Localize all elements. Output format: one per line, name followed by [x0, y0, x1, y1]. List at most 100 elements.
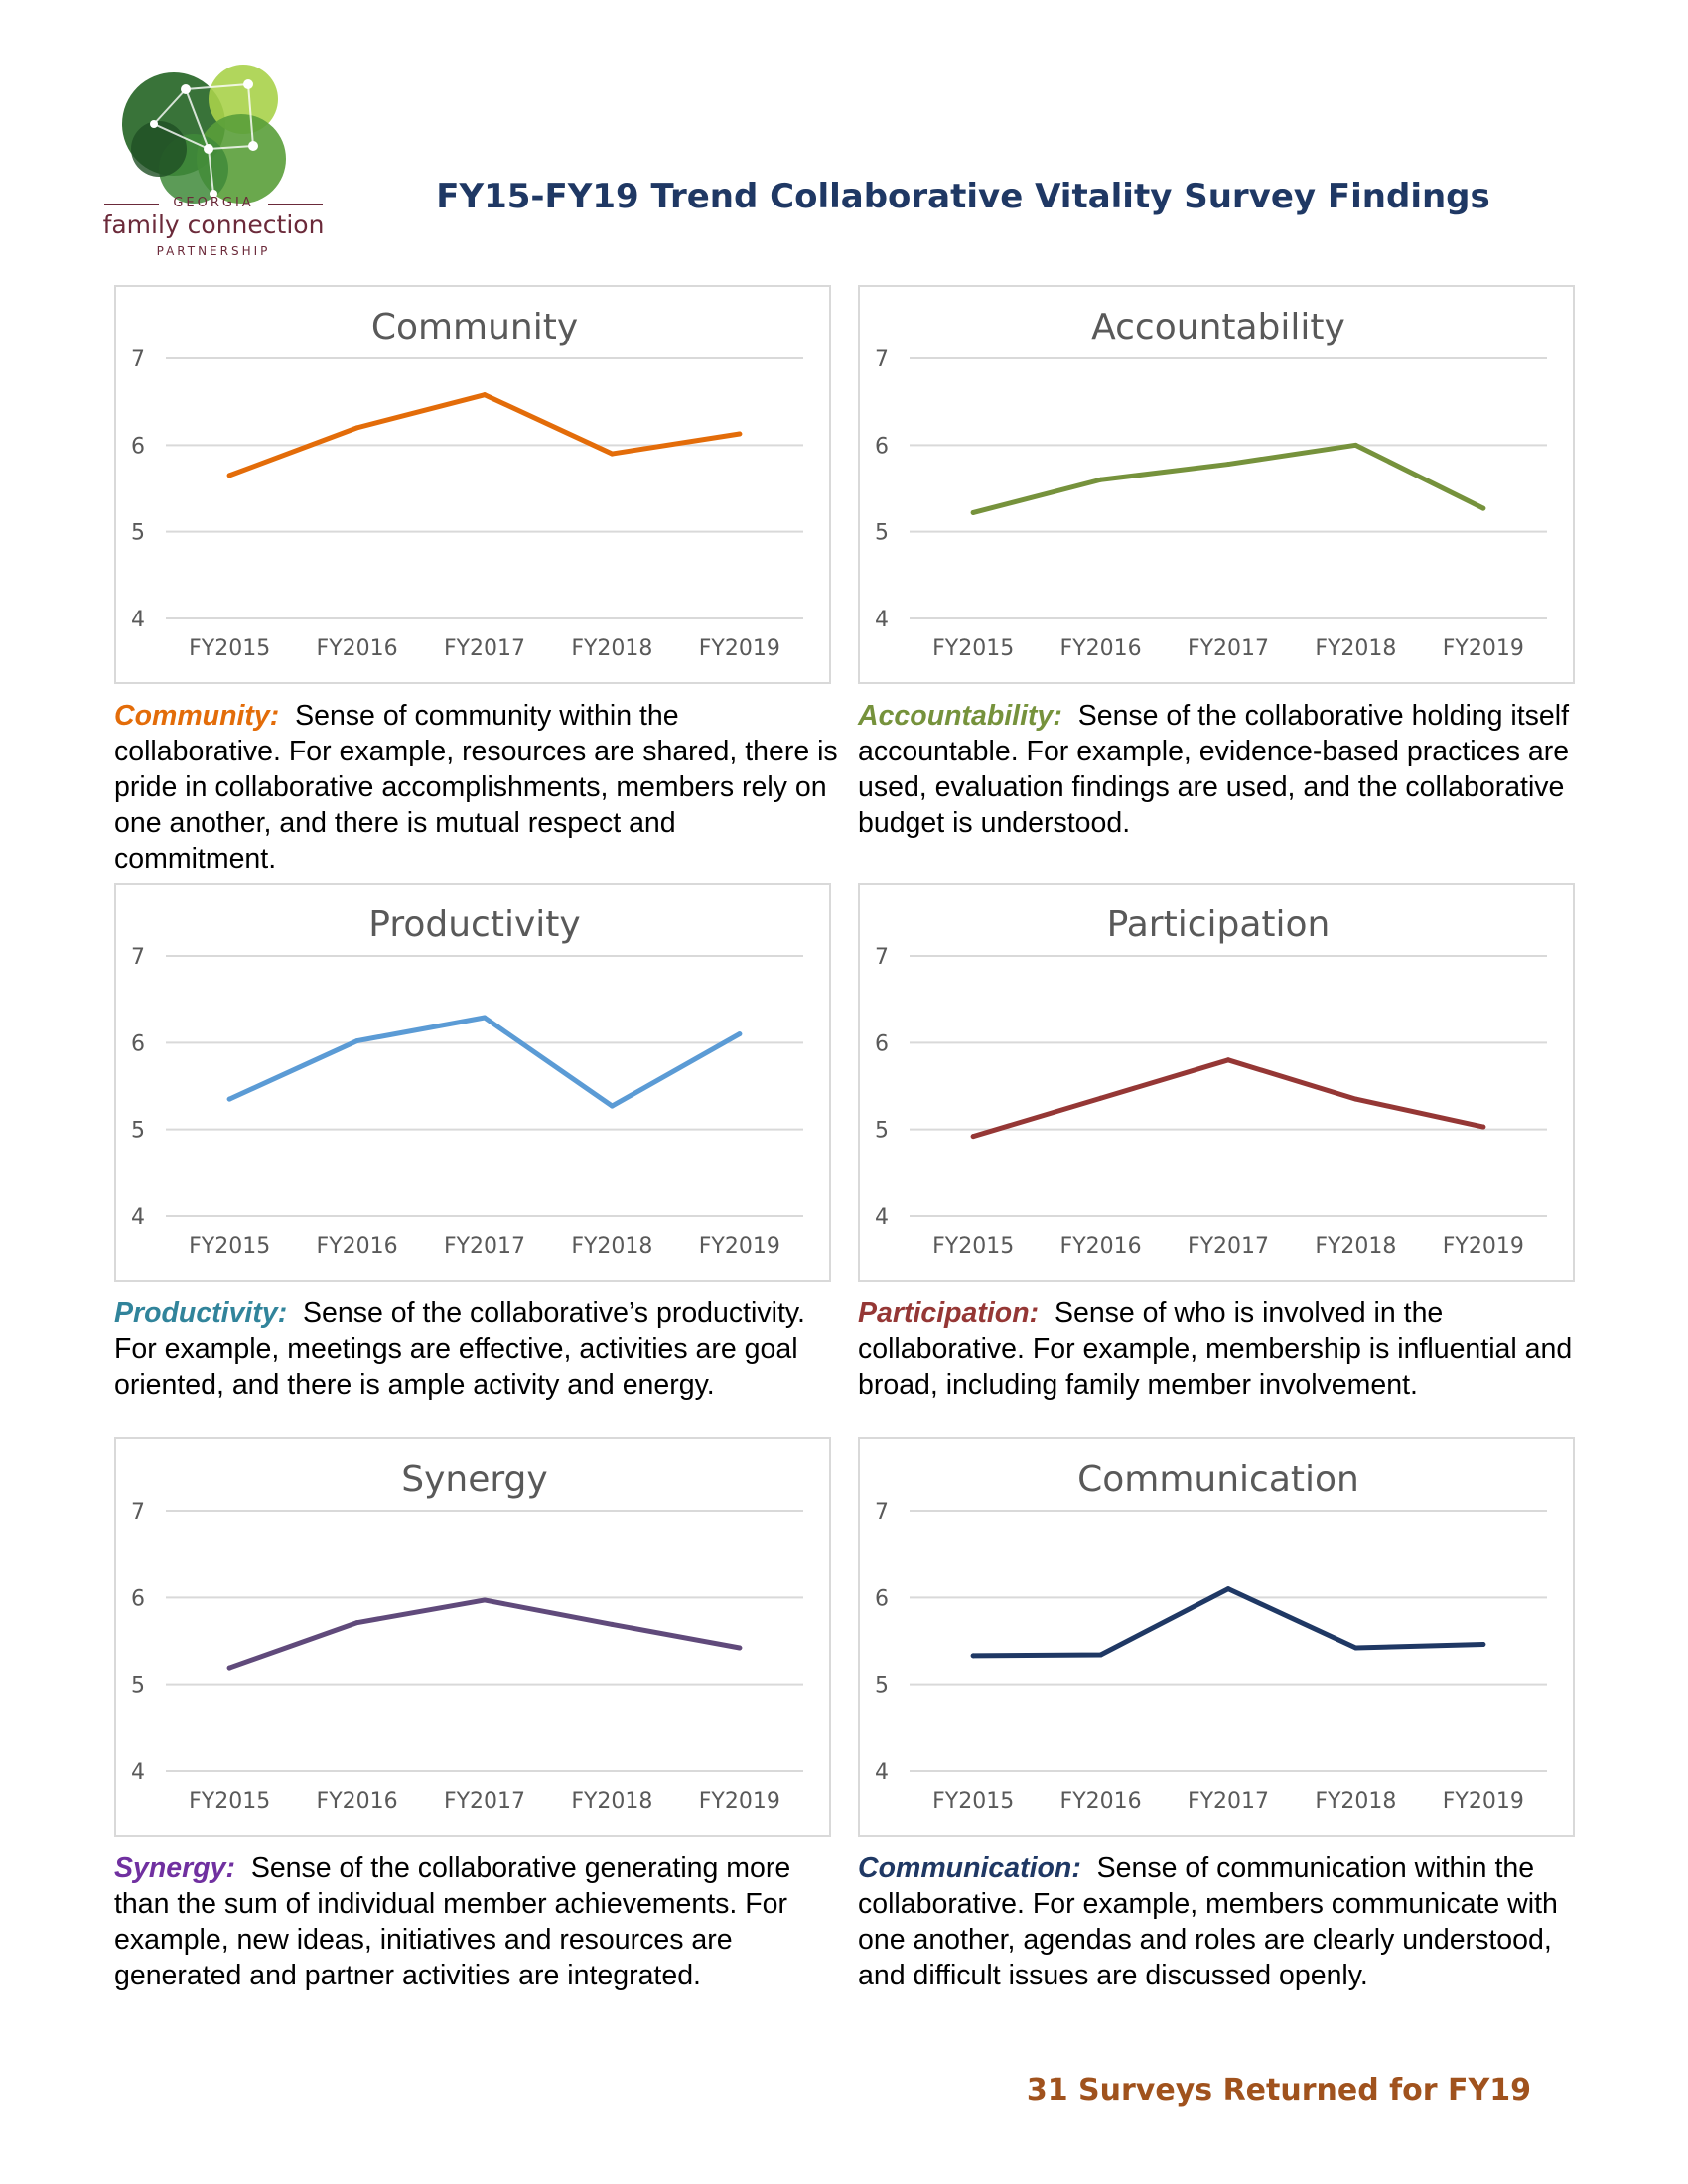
x-tick-label: FY2016 [1060, 1789, 1142, 1814]
description-text: Sense of who is involved in the collabor… [858, 1297, 1573, 1401]
x-tick-label: FY2016 [317, 1789, 398, 1814]
y-tick-label: 4 [875, 608, 889, 632]
y-tick-label: 7 [875, 347, 889, 372]
data-point [1225, 1586, 1231, 1592]
x-tick-label: FY2019 [699, 636, 780, 661]
data-point [226, 1096, 232, 1102]
x-tick-label: FY2016 [1060, 636, 1142, 661]
description-synergy: Synergy: Sense of the collaborative gene… [114, 1850, 839, 1993]
description-term: Synergy: [114, 1852, 235, 1884]
y-tick-label: 4 [875, 1760, 889, 1785]
data-point [1352, 442, 1358, 448]
data-point [1480, 505, 1486, 511]
x-tick-label: FY2018 [1315, 1789, 1396, 1814]
x-tick-label: FY2019 [699, 1234, 780, 1259]
description-text: Sense of community within the collaborat… [114, 700, 838, 875]
data-point [970, 509, 976, 515]
x-tick-label: FY2015 [189, 1789, 270, 1814]
data-point [354, 1038, 360, 1044]
logo-line-1: GEORGIA [173, 196, 254, 210]
data-point [482, 392, 488, 398]
y-tick-label: 5 [875, 521, 889, 546]
y-tick-label: 7 [131, 1500, 145, 1525]
description-text: Sense of the collaborative’s productivit… [114, 1297, 805, 1401]
y-tick-label: 4 [131, 608, 145, 632]
chart-community: Community 4 5 6 7 FY2015 FY2016 FY2017 FY2018 FY2… [114, 285, 831, 684]
x-tick-label: FY2018 [571, 1789, 652, 1814]
chart-accountability: Accountability 4 5 6 7 FY2015 FY2016 FY2017 FY20… [858, 285, 1575, 684]
chart-title: Synergy [401, 1459, 547, 1500]
chart-productivity: Productivity 4 5 6 7 FY2015 FY2016 FY2017 FY2018… [114, 883, 831, 1282]
y-tick-label: 6 [131, 1031, 145, 1056]
x-tick-label: FY2015 [932, 636, 1014, 661]
data-point [226, 1665, 232, 1671]
x-tick-label: FY2016 [317, 1234, 398, 1259]
y-tick-label: 6 [875, 1031, 889, 1056]
data-point [1098, 477, 1104, 482]
data-point [1480, 1124, 1486, 1130]
data-point [354, 1620, 360, 1626]
x-tick-label: FY2018 [571, 1234, 652, 1259]
y-tick-label: 6 [131, 1586, 145, 1611]
x-tick-label: FY2017 [1188, 1789, 1269, 1814]
x-tick-label: FY2017 [444, 636, 525, 661]
x-tick-label: FY2019 [1443, 636, 1524, 661]
y-tick-label: 4 [131, 1760, 145, 1785]
data-point [1225, 462, 1231, 468]
description-communication: Communication: Sense of communication wi… [858, 1850, 1583, 1993]
y-tick-label: 4 [131, 1205, 145, 1230]
logo-line-2: family connection [102, 210, 325, 239]
description-accountability: Accountability: Sense of the collaborati… [858, 698, 1583, 841]
description-term: Accountability: [858, 700, 1062, 732]
x-tick-label: FY2017 [1188, 636, 1269, 661]
x-tick-label: FY2015 [932, 1789, 1014, 1814]
logo-rule-left [104, 204, 159, 205]
description-term: Community: [114, 700, 280, 732]
x-tick-label: FY2019 [1443, 1789, 1524, 1814]
data-point [482, 1015, 488, 1021]
network-circles-logo-icon [122, 65, 286, 204]
series-line [226, 392, 743, 478]
data-point [609, 1103, 615, 1109]
x-tick-label: FY2016 [317, 636, 398, 661]
x-tick-label: FY2018 [571, 636, 652, 661]
y-tick-label: 5 [875, 1119, 889, 1144]
series-line [970, 1586, 1486, 1659]
y-tick-label: 4 [875, 1205, 889, 1230]
page-title: FY15-FY19 Trend Collaborative Vitality S… [436, 177, 1490, 216]
y-tick-label: 6 [875, 1586, 889, 1611]
data-point [1098, 1652, 1104, 1658]
chart-title: Participation [1107, 904, 1331, 945]
description-text: Sense of communication within the collab… [858, 1852, 1558, 1991]
y-tick-label: 5 [875, 1674, 889, 1699]
chart-synergy: Synergy 4 5 6 7 FY2015 FY2016 FY2017 FY2018 FY201… [114, 1437, 831, 1837]
y-tick-label: 7 [875, 1500, 889, 1525]
chart-title: Community [371, 307, 578, 347]
data-point [482, 1597, 488, 1603]
data-point [1352, 1096, 1358, 1102]
y-tick-label: 5 [131, 1674, 145, 1699]
data-point [1352, 1645, 1358, 1651]
chart-title: Communication [1077, 1459, 1359, 1500]
y-tick-label: 5 [131, 521, 145, 546]
x-tick-label: FY2018 [1315, 636, 1396, 661]
data-point [737, 1031, 743, 1037]
y-tick-label: 7 [131, 945, 145, 970]
description-term: Participation: [858, 1297, 1040, 1329]
x-tick-label: FY2015 [189, 1234, 270, 1259]
x-tick-label: FY2019 [1443, 1234, 1524, 1259]
y-tick-label: 6 [131, 434, 145, 459]
data-point [970, 1134, 976, 1140]
chart-title: Productivity [368, 904, 580, 945]
x-tick-label: FY2019 [699, 1789, 780, 1814]
x-tick-label: FY2017 [444, 1234, 525, 1259]
surveys-returned-footer: 31 Surveys Returned for FY19 [1026, 2073, 1531, 2108]
description-text: Sense of the collaborative holding itsel… [858, 700, 1570, 839]
logo-line-3: PARTNERSHIP [156, 244, 271, 258]
y-tick-label: 7 [875, 945, 889, 970]
x-tick-label: FY2015 [932, 1234, 1014, 1259]
x-tick-label: FY2015 [189, 636, 270, 661]
chart-communication: Communication 4 5 6 7 FY2015 FY2016 FY2017 FY201… [858, 1437, 1575, 1837]
description-term: Productivity: [114, 1297, 288, 1329]
data-point [1480, 1641, 1486, 1647]
